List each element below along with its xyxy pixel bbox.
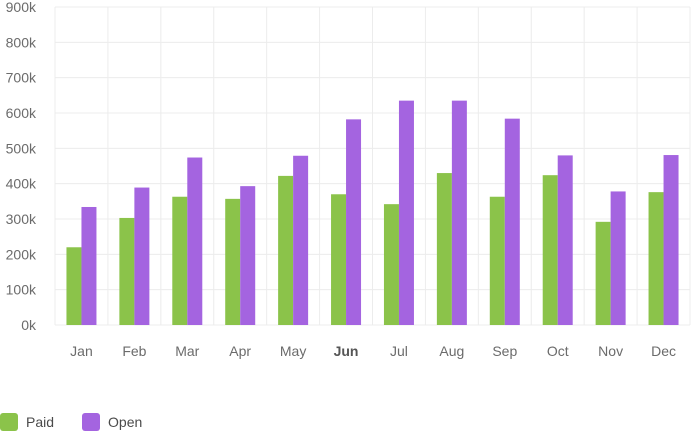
bar-paid-dec[interactable] bbox=[648, 192, 664, 325]
legend: Paid Open bbox=[0, 411, 170, 433]
x-tick-label: Feb bbox=[122, 343, 146, 359]
x-tick-label: Sep bbox=[492, 343, 517, 359]
bar-paid-apr[interactable] bbox=[225, 198, 241, 325]
x-tick-label: Apr bbox=[229, 343, 251, 359]
x-tick-label: Jun bbox=[334, 343, 359, 359]
bar-paid-mar[interactable] bbox=[172, 196, 188, 325]
y-tick-label: 600k bbox=[6, 105, 37, 121]
bar-paid-aug[interactable] bbox=[436, 173, 452, 325]
open-swatch bbox=[82, 413, 101, 431]
y-tick-label: 0k bbox=[21, 317, 37, 333]
bar-open-jul[interactable] bbox=[398, 100, 414, 325]
bar-paid-may[interactable] bbox=[278, 175, 294, 325]
bar-open-may[interactable] bbox=[293, 155, 309, 325]
y-tick-label: 300k bbox=[6, 211, 37, 227]
bar-open-sep[interactable] bbox=[504, 118, 520, 325]
bar-chart: 0k 100k 200k 300k 400k 500k 600k 700k 800k 900k Ja… bbox=[6, 0, 691, 359]
bar-open-jun[interactable] bbox=[346, 119, 362, 325]
bar-paid-oct[interactable] bbox=[542, 175, 558, 325]
y-tick-label: 700k bbox=[6, 70, 37, 86]
bar-paid-nov[interactable] bbox=[595, 221, 611, 325]
bar-paid-jun[interactable] bbox=[331, 194, 347, 325]
bar-open-feb[interactable] bbox=[134, 187, 150, 325]
bar-open-apr[interactable] bbox=[240, 186, 256, 325]
y-tick-label: 200k bbox=[6, 246, 37, 262]
y-tick-label: 100k bbox=[6, 282, 37, 298]
x-tick-label: Aug bbox=[439, 343, 464, 359]
legend-item-open[interactable]: Open bbox=[82, 413, 142, 431]
x-tick-label: Nov bbox=[598, 343, 623, 359]
y-tick-label: 900k bbox=[6, 0, 37, 15]
y-tick-label: 500k bbox=[6, 140, 37, 156]
legend-label-open: Open bbox=[108, 414, 143, 430]
bar-paid-jan[interactable] bbox=[66, 247, 82, 325]
bar-open-oct[interactable] bbox=[557, 155, 573, 325]
legend-label-paid: Paid bbox=[26, 414, 55, 430]
x-tick-label: Jan bbox=[70, 343, 93, 359]
x-tick-label: Jul bbox=[390, 343, 408, 359]
bar-open-jan[interactable] bbox=[81, 206, 97, 325]
paid-swatch bbox=[0, 413, 18, 431]
y-tick-label: 400k bbox=[6, 176, 37, 192]
x-tick-label: May bbox=[280, 343, 306, 359]
x-tick-label: Oct bbox=[547, 343, 569, 359]
bar-open-mar[interactable] bbox=[187, 157, 203, 325]
y-tick-label: 800k bbox=[6, 34, 37, 50]
bar-open-aug[interactable] bbox=[451, 100, 467, 325]
x-tick-label: Dec bbox=[651, 343, 676, 359]
bar-paid-sep[interactable] bbox=[489, 196, 505, 325]
x-tick-label: Mar bbox=[175, 343, 199, 359]
bar-open-dec[interactable] bbox=[663, 155, 679, 325]
bar-paid-feb[interactable] bbox=[119, 217, 135, 325]
bar-paid-jul[interactable] bbox=[383, 204, 399, 325]
bar-open-nov[interactable] bbox=[610, 191, 626, 325]
legend-item-paid[interactable]: Paid bbox=[0, 413, 54, 431]
